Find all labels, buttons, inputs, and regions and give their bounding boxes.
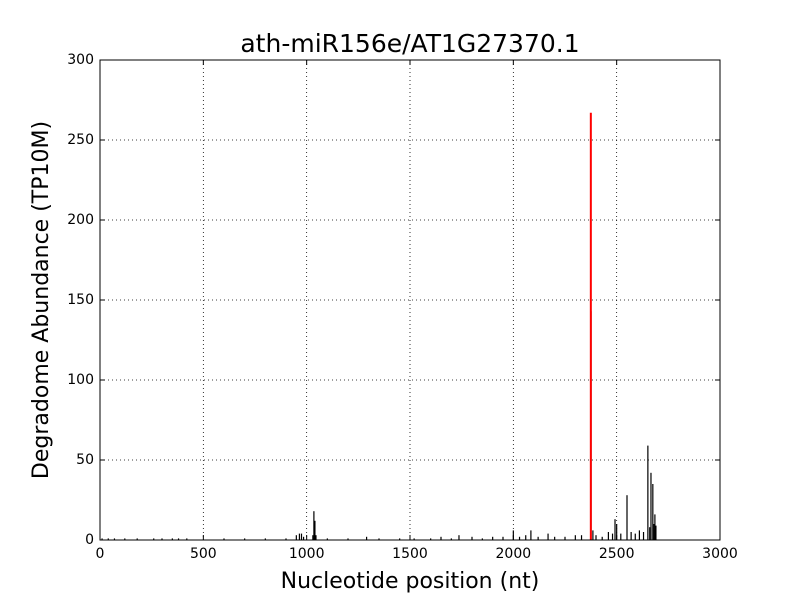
x-tick-label: 0 [96,546,105,562]
x-axis-label: Nucleotide position (nt) [281,569,540,594]
x-tick-label: 2500 [599,546,635,562]
y-tick-label: 0 [85,532,94,548]
x-tick-label: 1500 [392,546,428,562]
x-tick-label: 1000 [289,546,325,562]
y-tick-label: 100 [67,372,94,388]
plot-frame [99,59,721,541]
y-tick-label: 50 [76,452,94,468]
x-tick-label: 500 [190,546,217,562]
y-tick-label: 200 [67,212,94,228]
y-tick-label: 250 [67,132,94,148]
y-axis-label: Degradome Abundance (TP10M) [29,121,54,479]
x-tick-label: 3000 [702,546,738,562]
y-tick-label: 150 [67,292,94,308]
x-tick-label: 2000 [496,546,532,562]
y-tick-label: 300 [67,52,94,68]
chart-title: ath-miR156e/AT1G27370.1 [240,29,579,58]
